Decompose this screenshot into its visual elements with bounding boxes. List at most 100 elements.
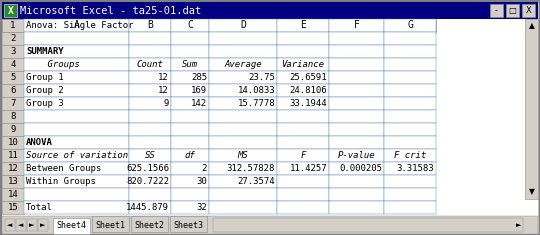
Bar: [277, 188, 329, 201]
Bar: [209, 71, 277, 84]
Bar: [129, 71, 171, 84]
Text: 3: 3: [10, 47, 16, 56]
Text: 4: 4: [10, 60, 16, 69]
Bar: [129, 32, 171, 45]
Text: Between Groups: Between Groups: [26, 164, 102, 173]
Bar: [329, 110, 384, 123]
Bar: [209, 32, 277, 45]
Text: 10: 10: [8, 138, 18, 147]
Bar: [171, 175, 209, 188]
Bar: [2, 149, 24, 162]
Bar: [384, 123, 436, 136]
Text: Sheet4: Sheet4: [57, 220, 86, 230]
Bar: [277, 19, 329, 32]
Text: 9: 9: [10, 125, 16, 134]
Text: 0.000205: 0.000205: [339, 164, 382, 173]
Bar: [525, 19, 538, 199]
Bar: [129, 19, 171, 32]
Text: 23.75: 23.75: [248, 73, 275, 82]
Bar: [24, 32, 129, 45]
Text: 24.8106: 24.8106: [289, 86, 327, 95]
Bar: [329, 32, 384, 45]
Text: 3.31583: 3.31583: [396, 164, 434, 173]
Bar: [2, 136, 24, 149]
Bar: [209, 149, 277, 162]
Bar: [129, 84, 171, 97]
Text: 12: 12: [158, 73, 169, 82]
Bar: [277, 110, 329, 123]
Text: 32: 32: [196, 203, 207, 212]
Bar: [38, 219, 48, 231]
Text: df: df: [185, 151, 195, 160]
Bar: [329, 162, 384, 175]
Bar: [131, 216, 168, 232]
Bar: [2, 84, 24, 97]
Text: ▲: ▲: [529, 21, 535, 31]
Bar: [384, 175, 436, 188]
Bar: [24, 58, 129, 71]
Bar: [129, 175, 171, 188]
Bar: [277, 19, 329, 32]
Bar: [384, 19, 436, 32]
Text: ►: ►: [516, 222, 522, 228]
Bar: [24, 71, 129, 84]
Bar: [2, 19, 24, 32]
Bar: [329, 188, 384, 201]
Bar: [329, 58, 384, 71]
Text: C: C: [187, 20, 193, 31]
Bar: [384, 188, 436, 201]
Text: ◄: ◄: [18, 222, 24, 228]
Text: A: A: [73, 20, 79, 31]
Bar: [209, 175, 277, 188]
Bar: [171, 97, 209, 110]
Bar: [171, 149, 209, 162]
Bar: [170, 216, 207, 232]
Bar: [24, 84, 129, 97]
Text: 2: 2: [201, 164, 207, 173]
Text: SS: SS: [145, 151, 156, 160]
Bar: [2, 201, 24, 214]
Bar: [209, 97, 277, 110]
Text: Count: Count: [137, 60, 164, 69]
Bar: [209, 201, 277, 214]
Text: 2: 2: [10, 34, 16, 43]
Bar: [506, 4, 519, 17]
Bar: [209, 19, 277, 32]
Bar: [329, 97, 384, 110]
Text: Sum: Sum: [182, 60, 198, 69]
Bar: [171, 201, 209, 214]
Text: ►: ►: [29, 222, 35, 228]
Bar: [384, 19, 436, 32]
Text: 14.0833: 14.0833: [238, 86, 275, 95]
Text: 33.1944: 33.1944: [289, 99, 327, 108]
Bar: [384, 45, 436, 58]
Bar: [213, 218, 523, 232]
Bar: [490, 4, 503, 17]
Text: Sheet1: Sheet1: [96, 220, 125, 230]
Text: X: X: [525, 6, 531, 15]
Bar: [384, 149, 436, 162]
Bar: [27, 219, 37, 231]
Text: Microsoft Excel - ta25-01.dat: Microsoft Excel - ta25-01.dat: [20, 5, 201, 16]
Text: 27.3574: 27.3574: [238, 177, 275, 186]
Bar: [277, 32, 329, 45]
Bar: [384, 58, 436, 71]
Bar: [2, 19, 538, 216]
Text: Group 2: Group 2: [26, 86, 64, 95]
Bar: [277, 162, 329, 175]
Bar: [129, 58, 171, 71]
Bar: [329, 19, 384, 32]
Text: G: G: [407, 20, 413, 31]
Bar: [384, 97, 436, 110]
Text: 13: 13: [8, 177, 18, 186]
Bar: [171, 19, 209, 32]
Bar: [209, 188, 277, 201]
Bar: [277, 201, 329, 214]
Text: ◄: ◄: [8, 222, 12, 228]
Bar: [24, 45, 129, 58]
Bar: [2, 175, 24, 188]
Bar: [329, 136, 384, 149]
Bar: [277, 123, 329, 136]
Bar: [24, 149, 129, 162]
Text: X: X: [8, 5, 14, 16]
